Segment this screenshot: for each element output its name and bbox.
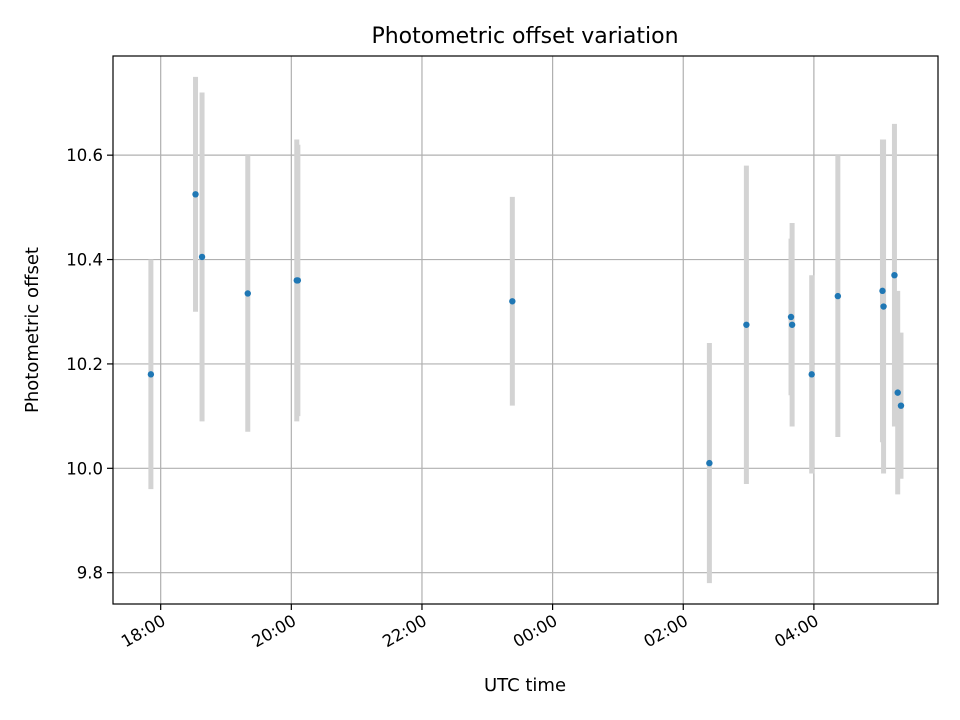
y-tick-label: 10.6: [66, 146, 103, 165]
y-axis-label: Photometric offset: [22, 247, 43, 413]
y-axis: 9.8 10.0 10.2 10.4 10.6: [66, 146, 113, 583]
data-point: [808, 371, 815, 378]
y-tick-label: 10.2: [66, 355, 103, 374]
chart-title: Photometric offset variation: [371, 24, 678, 49]
data-point: [706, 459, 713, 467]
data-point: [834, 292, 842, 300]
data-point: [509, 298, 516, 305]
y-tick-label: 9.8: [77, 564, 103, 583]
data-points: [147, 191, 905, 467]
data-point: [743, 321, 750, 328]
data-point: [891, 272, 898, 279]
y-tick-label: 10.0: [66, 459, 103, 478]
x-axis-label: UTC time: [484, 675, 566, 696]
data-point: [897, 402, 905, 409]
data-point: [788, 321, 796, 328]
data-point: [880, 303, 887, 310]
data-point: [147, 371, 155, 378]
data-point: [894, 389, 901, 396]
data-point: [198, 253, 206, 261]
data-point: [192, 191, 199, 198]
data-point: [244, 290, 251, 297]
data-point: [787, 313, 795, 321]
y-tick-label: 10.4: [66, 251, 103, 270]
data-point: [294, 277, 302, 284]
plot-frame: [112, 55, 939, 605]
data-point: [879, 287, 886, 295]
